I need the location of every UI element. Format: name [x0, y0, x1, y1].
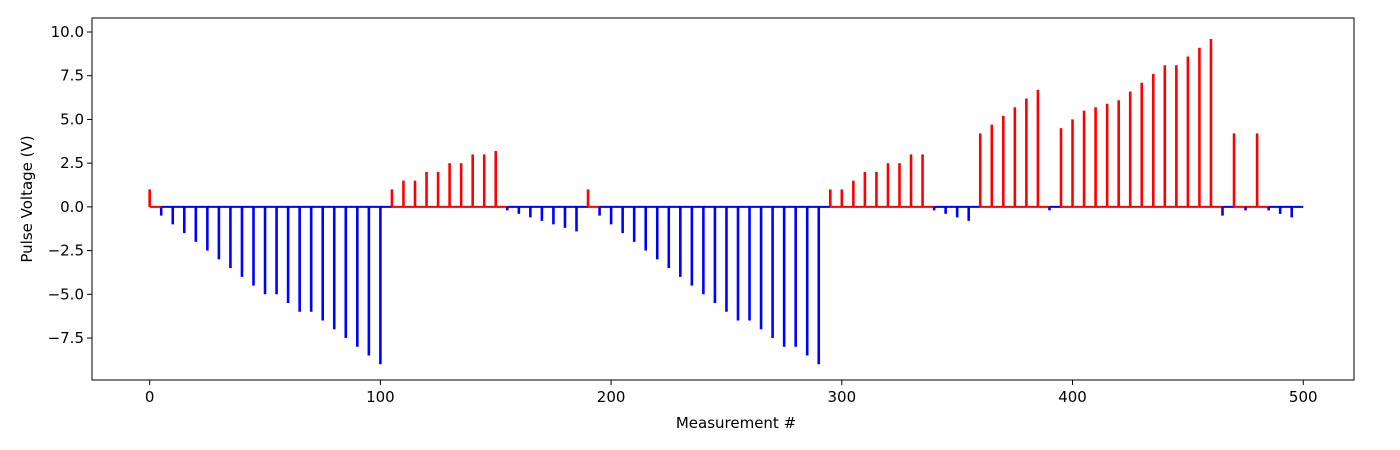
- y-tick-label: 7.5: [60, 67, 84, 85]
- y-tick-label: −2.5: [48, 242, 84, 260]
- pulse-layer: [148, 38, 1294, 365]
- x-tick-label: 100: [366, 388, 395, 406]
- x-tick-label: 0: [145, 388, 155, 406]
- y-tick-label: −7.5: [48, 329, 84, 347]
- plot-frame: [91, 17, 1355, 381]
- x-tick-label: 500: [1289, 388, 1318, 406]
- x-axis-ticks: 0 100 200 300 400 500: [145, 380, 1318, 406]
- x-tick-label: 400: [1058, 388, 1087, 406]
- y-tick-label: 2.5: [60, 154, 84, 172]
- y-tick-label: 0.0: [60, 198, 84, 216]
- x-tick-label: 200: [597, 388, 626, 406]
- x-tick-label: 300: [827, 388, 856, 406]
- y-tick-label: −5.0: [48, 285, 84, 303]
- y-axis-label: Pulse Voltage (V): [18, 135, 36, 262]
- y-axis-ticks: 10.0 7.5 5.0 2.5 0.0 −2.5 −5.0 −7.5: [48, 23, 92, 347]
- y-tick-label: 5.0: [60, 110, 84, 128]
- y-tick-label: 10.0: [51, 23, 84, 41]
- x-axis-label: Measurement #: [676, 414, 796, 432]
- plot-background: [92, 18, 1354, 380]
